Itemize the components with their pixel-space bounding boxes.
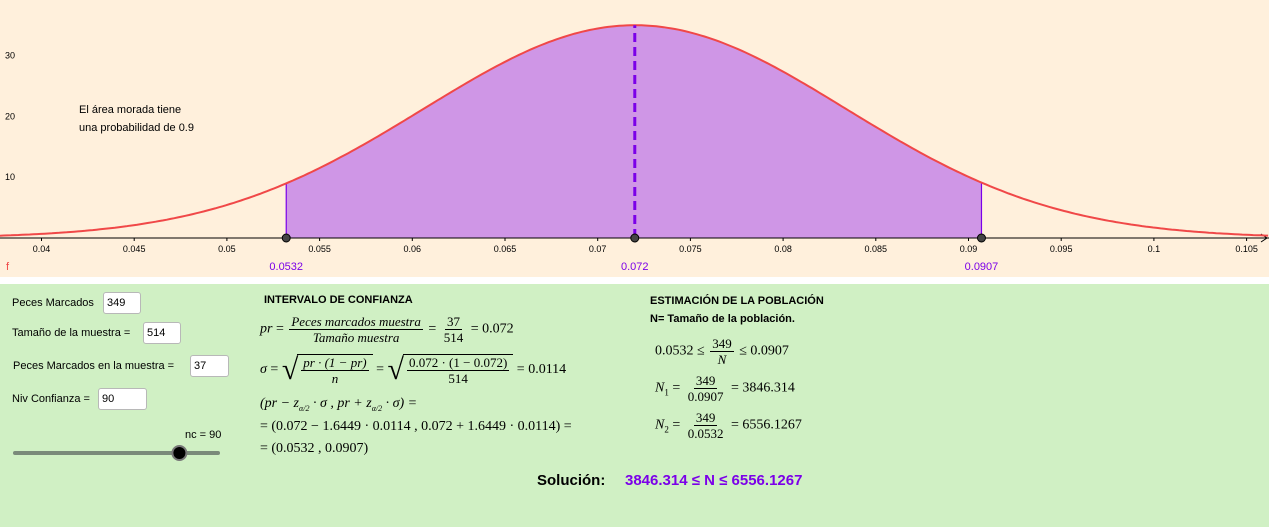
x-tick-label: 0.06	[404, 244, 422, 254]
ineq-left: 0.0532 ≤	[655, 343, 705, 359]
x-tick-label: 0.055	[308, 244, 331, 254]
estimation-subtitle: N= Tamaño de la población.	[650, 313, 795, 325]
sigma-num-den: 514	[448, 371, 468, 386]
density-curve[interactable]	[0, 24, 1269, 237]
n2-num: 349	[693, 410, 718, 426]
marked-in-sample-label: Peces Marcados en la muestra =	[13, 360, 175, 372]
n1-den: 0.0907	[687, 389, 724, 404]
interval-title: INTERVALO DE CONFIANZA	[264, 294, 413, 306]
pr-result: = 0.072	[470, 321, 514, 337]
sigma-num-num: 0.072 · (1 − 0.072)	[406, 355, 510, 371]
marked-fish-input[interactable]	[103, 292, 141, 314]
estimation-title: ESTIMACIÓN DE LA POBLACIÓN	[650, 295, 824, 307]
estimation-inequality: 0.0532 ≤ 349 N ≤ 0.0907	[655, 336, 789, 367]
x-tick-label: 0.07	[589, 244, 607, 254]
y-tick-label: 30	[5, 51, 15, 61]
x-tick-label: 0.1	[1148, 244, 1161, 254]
pr-den: Tamaño muestra	[312, 330, 400, 345]
pr-frac-den: 514	[443, 330, 464, 345]
annotation-line-2: una probabilidad de 0.9	[79, 122, 194, 134]
x-tick-label: 0.05	[218, 244, 236, 254]
interval-substitution: = (0.072 − 1.6449 · 0.0114 , 0.072 + 1.6…	[260, 419, 572, 434]
sigma-result: = 0.0114	[516, 362, 567, 378]
x-tick-label: 0.04	[33, 244, 51, 254]
x-tick-label: 0.085	[865, 244, 888, 254]
slider-knob[interactable]	[171, 445, 188, 461]
sigma-sym-num: pr · (1 − pr)	[301, 355, 369, 371]
lower-bound-label: 0.0532	[269, 261, 303, 273]
interval-formula-mid: · σ , pr + z	[309, 396, 372, 411]
x-tick-label: 0.095	[1050, 244, 1073, 254]
ineq-num: 349	[710, 336, 734, 352]
x-tick-label: 0.065	[494, 244, 517, 254]
normal-distribution-plot[interactable]: 0.04 0.045 0.05 0.055 0.06 0.065 0.07 0.075 0.08…	[0, 0, 1269, 277]
algebra-panel: Peces Marcados Tamaño de la muestra = Pe…	[0, 284, 1269, 527]
pr-equation: pr = Peces marcados muestra Tamaño muestr…	[260, 314, 514, 345]
interval-result: = (0.0532 , 0.0907)	[260, 441, 369, 456]
pr-frac-num: 37	[445, 314, 463, 330]
n1-result: = 3846.314	[731, 380, 795, 396]
confidence-level-label: Niv Confianza =	[12, 393, 90, 405]
n2-label: N	[655, 417, 665, 433]
mean-label: 0.072	[621, 261, 649, 273]
interval-formula-end: · σ) =	[382, 396, 418, 411]
x-tick-label: 0.045	[123, 244, 146, 254]
graph-view[interactable]: 0.04 0.045 0.05 0.055 0.06 0.065 0.07 0.075 0.08…	[0, 0, 1269, 277]
sample-size-input[interactable]	[143, 322, 181, 344]
x-tick-label: 0.105	[1235, 244, 1258, 254]
n1-label: N	[655, 380, 665, 396]
sigma-sym-den: n	[331, 371, 339, 386]
function-label: f	[6, 261, 10, 273]
marked-fish-label: Peces Marcados	[12, 297, 94, 309]
n2-den: 0.0532	[687, 426, 724, 441]
y-tick-label: 10	[5, 172, 15, 182]
interval-formula: (pr − zα/2 · σ , pr + zα/2 · σ) =	[260, 396, 418, 413]
x-tick-label: 0.075	[679, 244, 702, 254]
n2-equation: N2 = 349 0.0532 = 6556.1267	[655, 410, 802, 441]
interval-formula-start: (pr − z	[260, 396, 300, 411]
x-tick-label: 0.08	[774, 244, 792, 254]
pr-num: Peces marcados muestra	[289, 314, 423, 330]
ineq-den: N	[717, 352, 727, 367]
solution-value: 3846.314 ≤ N ≤ 6556.1267	[625, 472, 803, 489]
solution-label: Solución:	[537, 472, 606, 489]
n2-result: = 6556.1267	[731, 417, 802, 433]
n1-equation: N1 = 349 0.0907 = 3846.314	[655, 373, 795, 404]
sigma-equation: σ = √ pr · (1 − pr) n = √ 0.072 · (1 − 0.07…	[260, 353, 567, 386]
marked-in-sample-input[interactable]	[190, 355, 229, 377]
lower-bound-point[interactable]	[281, 233, 291, 243]
confidence-level-input[interactable]	[98, 388, 147, 410]
n1-num: 349	[693, 373, 718, 389]
slider-label: nc = 90	[185, 429, 222, 441]
x-tick-label: 0.09	[960, 244, 978, 254]
confidence-slider[interactable]	[12, 434, 224, 474]
upper-bound-point[interactable]	[976, 233, 986, 243]
sample-size-label: Tamaño de la muestra =	[12, 327, 131, 339]
y-tick-label: 20	[5, 111, 15, 121]
annotation-line-1: El área morada tiene	[79, 104, 182, 116]
upper-bound-label: 0.0907	[965, 261, 999, 273]
mean-point[interactable]	[630, 233, 640, 243]
ineq-right: ≤ 0.0907	[739, 343, 789, 359]
